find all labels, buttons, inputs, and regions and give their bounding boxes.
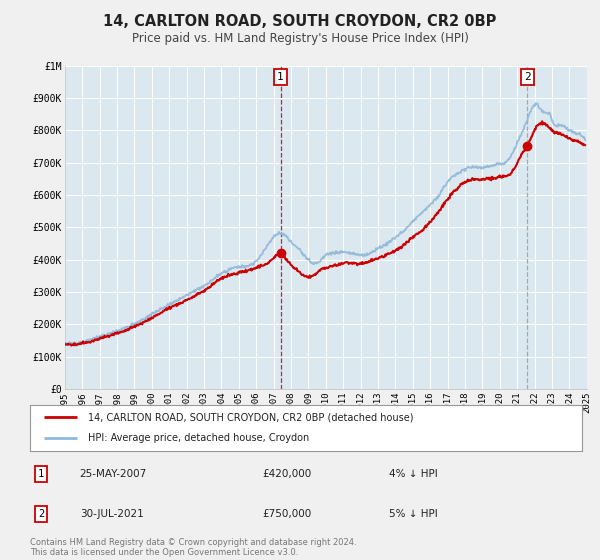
Text: 14, CARLTON ROAD, SOUTH CROYDON, CR2 0BP: 14, CARLTON ROAD, SOUTH CROYDON, CR2 0BP [103, 14, 497, 29]
Text: 14, CARLTON ROAD, SOUTH CROYDON, CR2 0BP (detached house): 14, CARLTON ROAD, SOUTH CROYDON, CR2 0BP… [88, 412, 413, 422]
Text: 30-JUL-2021: 30-JUL-2021 [80, 509, 143, 519]
Text: £420,000: £420,000 [262, 469, 311, 479]
Text: 25-MAY-2007: 25-MAY-2007 [80, 469, 147, 479]
Text: 1: 1 [277, 72, 284, 82]
Text: 2: 2 [524, 72, 530, 82]
Text: £750,000: £750,000 [262, 509, 311, 519]
Text: Price paid vs. HM Land Registry's House Price Index (HPI): Price paid vs. HM Land Registry's House … [131, 32, 469, 45]
Text: 1: 1 [38, 469, 44, 479]
Text: 5% ↓ HPI: 5% ↓ HPI [389, 509, 437, 519]
Text: HPI: Average price, detached house, Croydon: HPI: Average price, detached house, Croy… [88, 433, 309, 444]
Text: 2: 2 [38, 509, 44, 519]
Text: Contains HM Land Registry data © Crown copyright and database right 2024.
This d: Contains HM Land Registry data © Crown c… [30, 538, 356, 557]
Text: 4% ↓ HPI: 4% ↓ HPI [389, 469, 437, 479]
